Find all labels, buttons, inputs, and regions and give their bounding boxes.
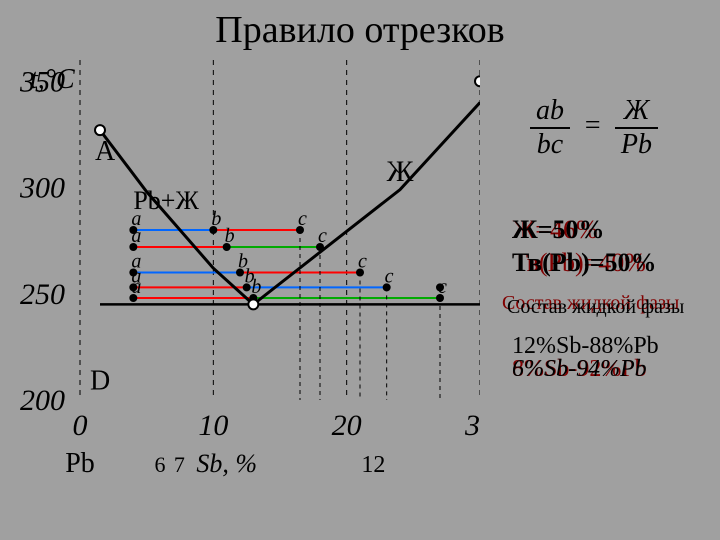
svg-text:6: 6 [155, 452, 166, 477]
svg-text:350: 350 [20, 65, 65, 98]
svg-text:10: 10 [198, 409, 228, 442]
annot-pbfrac-over: Тв(Pb)=50% [512, 248, 657, 278]
svg-text:Pb+Ж: Pb+Ж [133, 186, 199, 215]
svg-text:c: c [318, 225, 327, 247]
svg-text:Sb, %: Sb, % [196, 449, 257, 478]
svg-text:12: 12 [361, 452, 385, 478]
svg-text:300: 300 [20, 172, 65, 205]
svg-text:200: 200 [20, 384, 65, 417]
svg-text:A: A [95, 136, 116, 167]
svg-text:30: 30 [464, 409, 480, 442]
svg-text:D: D [90, 365, 110, 396]
lever-rule-eq: abbc = ЖPb [530, 95, 658, 161]
phase-diagram: 2002503003500102030PbSb, %6712Э(Pb+Sb)ab… [20, 60, 480, 490]
svg-text:250: 250 [20, 278, 65, 311]
svg-text:c: c [438, 276, 447, 298]
svg-text:0: 0 [73, 409, 88, 442]
page-title: Правило отрезков [0, 8, 720, 52]
svg-text:Pb: Pb [65, 448, 95, 479]
annot-comp2: Состав жидкой фазы [507, 296, 684, 319]
annot-line3: 6%Sb-94%Pb [512, 356, 647, 383]
svg-text:a: a [131, 276, 141, 298]
svg-text:a: a [131, 225, 141, 247]
annot-zhfrac-over: Ж=50% [512, 215, 605, 245]
svg-text:c: c [358, 251, 367, 273]
svg-text:7: 7 [174, 452, 185, 477]
svg-text:Ж: Ж [387, 155, 414, 188]
svg-text:20: 20 [332, 409, 362, 442]
svg-text:c: c [298, 208, 307, 230]
svg-text:c: c [385, 265, 394, 287]
svg-text:b: b [211, 208, 221, 230]
svg-text:b: b [225, 225, 235, 247]
svg-text:b: b [251, 276, 261, 298]
